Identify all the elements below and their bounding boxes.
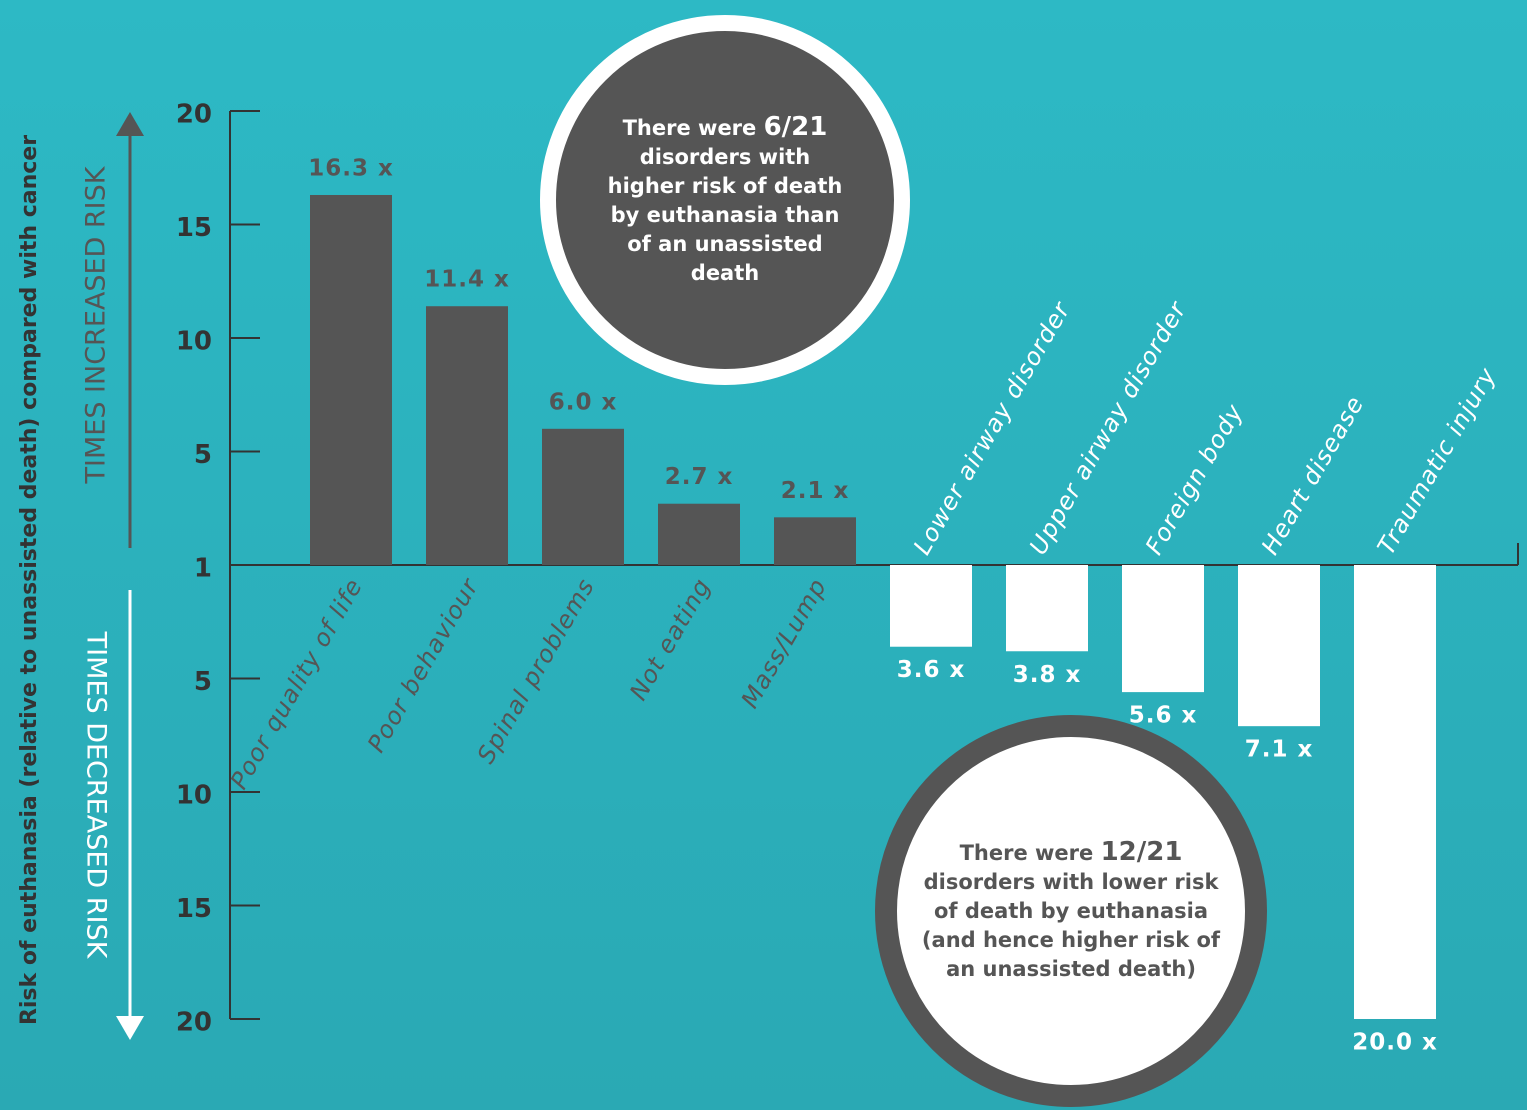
- upper-label: TIMES INCREASED RISK: [81, 165, 112, 484]
- bar: [890, 565, 972, 647]
- bar: [658, 503, 740, 565]
- annotation-text: There were 12/21 disorders with lower ri…: [919, 838, 1223, 984]
- y-tick-label: 15: [176, 894, 212, 924]
- annotation-part: There were: [622, 115, 764, 140]
- value-label: 5.6 x: [1129, 703, 1198, 729]
- bar: [1006, 565, 1088, 652]
- value-label: 6.0 x: [549, 389, 618, 415]
- value-label: 3.6 x: [897, 657, 966, 683]
- annotation-part: disorders with lower risk of death by eu…: [921, 870, 1221, 981]
- category-label: Traumatic injury: [1372, 362, 1502, 559]
- annotation-part: There were: [959, 841, 1101, 865]
- value-label: 2.1 x: [781, 478, 850, 504]
- annotation-circle: There were 12/21 disorders with lower ri…: [875, 715, 1267, 1107]
- y-tick-label: 5: [194, 440, 212, 470]
- value-label: 20.0 x: [1352, 1030, 1438, 1056]
- annotation-highlight: 12/21: [1100, 837, 1183, 867]
- annotation-highlight: 6/21: [763, 111, 828, 142]
- bar: [542, 428, 624, 565]
- category-label: Poor behaviour: [362, 573, 485, 758]
- y-tick-label: 5: [194, 667, 212, 697]
- value-label: 16.3 x: [308, 155, 394, 181]
- annotation-part: disorders with higher risk of death by e…: [607, 144, 843, 285]
- bar: [1354, 565, 1436, 1019]
- category-label: Heart disease: [1256, 391, 1370, 560]
- y-axis-title: Risk of euthanasia (relative to unassist…: [17, 135, 42, 1025]
- annotation-text: There were 6/21 disorders with higher ri…: [598, 111, 852, 288]
- lower-label: TIMES DECREASED RISK: [81, 631, 112, 960]
- category-label: Mass/Lump: [736, 574, 833, 713]
- category-label: Foreign body: [1140, 399, 1249, 560]
- down-arrow-head: [116, 1016, 144, 1040]
- up-arrow-head: [116, 112, 144, 136]
- value-label: 2.7 x: [665, 464, 734, 490]
- y-tick-label: 10: [176, 781, 212, 811]
- y-tick-label: 20: [176, 100, 212, 130]
- category-label: Spinal problems: [472, 574, 601, 769]
- y-tick-label: 20: [176, 1008, 212, 1038]
- bar: [310, 194, 392, 566]
- bar: [1238, 565, 1320, 727]
- y-tick-label: 10: [176, 327, 212, 357]
- bar: [1122, 565, 1204, 693]
- annotation-circle: There were 6/21 disorders with higher ri…: [540, 15, 910, 385]
- bar: [774, 517, 856, 565]
- category-label: Poor quality of life: [225, 574, 368, 794]
- bar: [426, 306, 508, 565]
- value-label: 3.8 x: [1013, 662, 1082, 688]
- y-tick-label: 1: [194, 554, 212, 584]
- y-tick-label: 15: [176, 213, 212, 243]
- value-label: 7.1 x: [1245, 737, 1314, 763]
- category-label: Not eating: [624, 574, 716, 705]
- value-label: 11.4 x: [424, 267, 510, 293]
